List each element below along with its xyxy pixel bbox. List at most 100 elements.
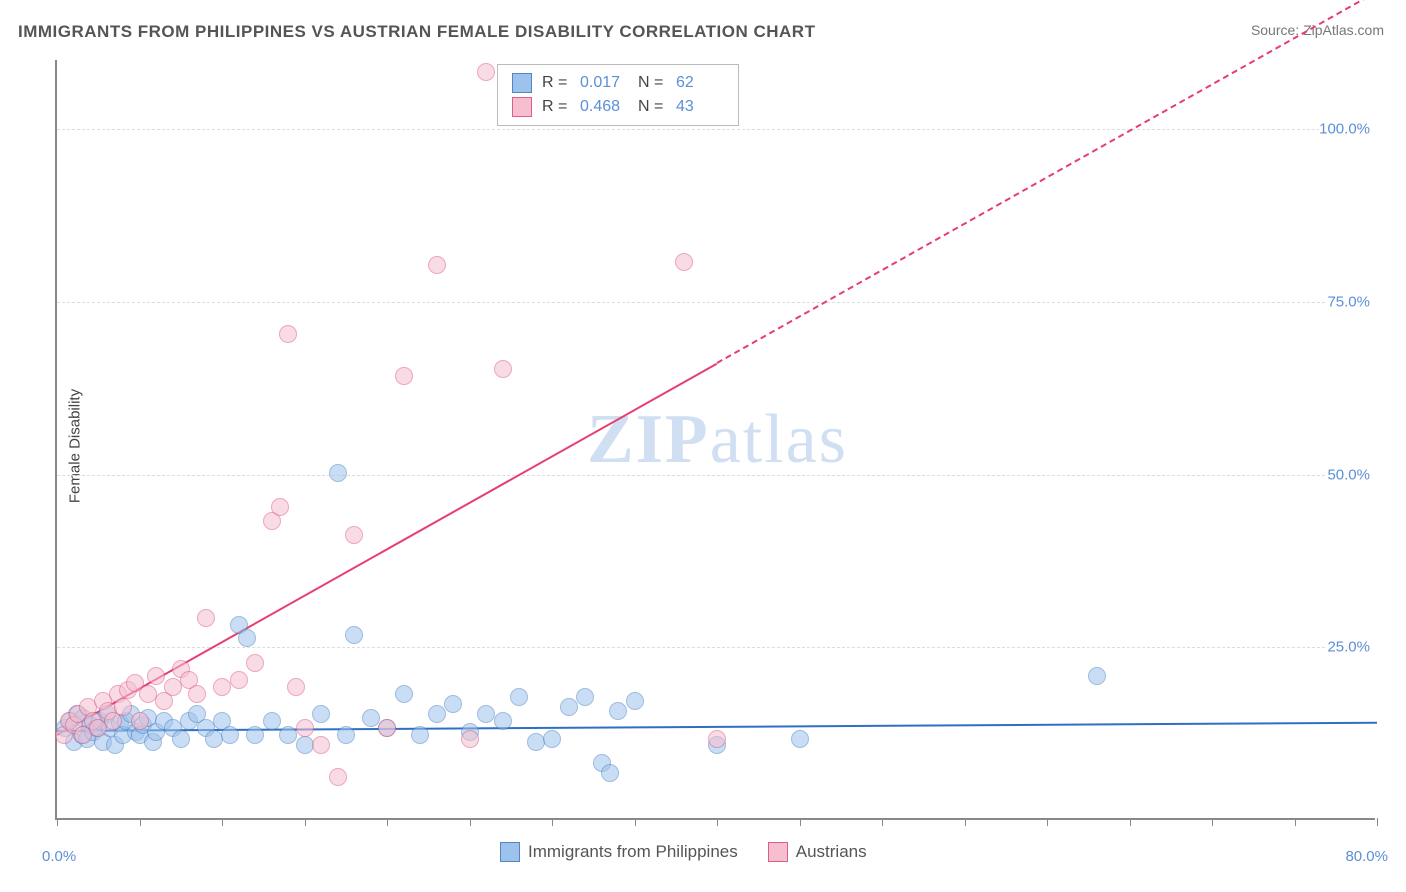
x-tick (387, 818, 388, 826)
data-point (626, 692, 644, 710)
x-tick (800, 818, 801, 826)
data-point (428, 256, 446, 274)
legend-series: Immigrants from Philippines Austrians (500, 842, 867, 862)
data-point (246, 726, 264, 744)
x-tick (635, 818, 636, 826)
watermark-zip: ZIP (587, 401, 710, 478)
x-tick (1295, 818, 1296, 826)
data-point (494, 360, 512, 378)
data-point (296, 736, 314, 754)
x-tick (470, 818, 471, 826)
x-min-label: 0.0% (42, 848, 76, 865)
x-tick (140, 818, 141, 826)
r-label: R = (542, 74, 570, 92)
x-tick (717, 818, 718, 826)
data-point (147, 667, 165, 685)
watermark-atlas: atlas (710, 401, 848, 478)
data-point (329, 464, 347, 482)
data-point (510, 688, 528, 706)
data-point (139, 685, 157, 703)
x-tick (1212, 818, 1213, 826)
data-point (164, 678, 182, 696)
data-point (296, 719, 314, 737)
r-value: 0.468 (580, 98, 628, 116)
data-point (131, 712, 149, 730)
data-point (114, 698, 132, 716)
data-point (287, 678, 305, 696)
data-point (230, 671, 248, 689)
data-point (329, 768, 347, 786)
data-point (395, 685, 413, 703)
n-label: N = (638, 74, 666, 92)
data-point (461, 730, 479, 748)
legend-label: Immigrants from Philippines (528, 842, 738, 862)
r-value: 0.017 (580, 74, 628, 92)
data-point (494, 712, 512, 730)
r-label: R = (542, 98, 570, 116)
plot-area: ZIPatlas R = 0.017 N = 62 R = 0.468 N = … (55, 60, 1375, 820)
data-point (238, 629, 256, 647)
x-tick (1047, 818, 1048, 826)
legend-item: Austrians (768, 842, 867, 862)
data-point (527, 733, 545, 751)
legend-row: R = 0.468 N = 43 (512, 95, 724, 119)
data-point (609, 702, 627, 720)
x-max-label: 80.0% (1345, 848, 1388, 865)
data-point (213, 678, 231, 696)
x-tick (965, 818, 966, 826)
swatch-icon (512, 73, 532, 93)
data-point (337, 726, 355, 744)
data-point (362, 709, 380, 727)
chart-title: IMMIGRANTS FROM PHILIPPINES VS AUSTRIAN … (18, 22, 815, 42)
data-point (378, 719, 396, 737)
legend-correlation-box: R = 0.017 N = 62 R = 0.468 N = 43 (497, 64, 739, 126)
trend-line (717, 0, 1378, 364)
data-point (312, 736, 330, 754)
x-tick (305, 818, 306, 826)
gridline (57, 475, 1375, 476)
data-point (197, 609, 215, 627)
data-point (444, 695, 462, 713)
data-point (477, 705, 495, 723)
legend-label: Austrians (796, 842, 867, 862)
y-tick-label: 25.0% (1327, 639, 1380, 656)
data-point (205, 730, 223, 748)
data-point (708, 730, 726, 748)
data-point (246, 654, 264, 672)
y-tick-label: 50.0% (1327, 466, 1380, 483)
n-value: 62 (676, 74, 724, 92)
x-tick (57, 818, 58, 826)
data-point (411, 726, 429, 744)
data-point (576, 688, 594, 706)
y-tick-label: 100.0% (1319, 121, 1380, 138)
x-tick (552, 818, 553, 826)
swatch-icon (512, 97, 532, 117)
legend-item: Immigrants from Philippines (500, 842, 738, 862)
y-tick-label: 75.0% (1327, 293, 1380, 310)
data-point (1088, 667, 1106, 685)
n-value: 43 (676, 98, 724, 116)
x-tick (882, 818, 883, 826)
data-point (791, 730, 809, 748)
swatch-icon (500, 842, 520, 862)
x-tick (222, 818, 223, 826)
data-point (271, 498, 289, 516)
legend-row: R = 0.017 N = 62 (512, 71, 724, 95)
data-point (345, 626, 363, 644)
gridline (57, 647, 1375, 648)
gridline (57, 302, 1375, 303)
watermark: ZIPatlas (587, 400, 848, 480)
x-tick (1377, 818, 1378, 826)
data-point (345, 526, 363, 544)
data-point (279, 325, 297, 343)
gridline (57, 129, 1375, 130)
data-point (560, 698, 578, 716)
x-tick (1130, 818, 1131, 826)
swatch-icon (768, 842, 788, 862)
data-point (601, 764, 619, 782)
data-point (221, 726, 239, 744)
data-point (263, 712, 281, 730)
data-point (279, 726, 297, 744)
data-point (172, 730, 190, 748)
n-label: N = (638, 98, 666, 116)
